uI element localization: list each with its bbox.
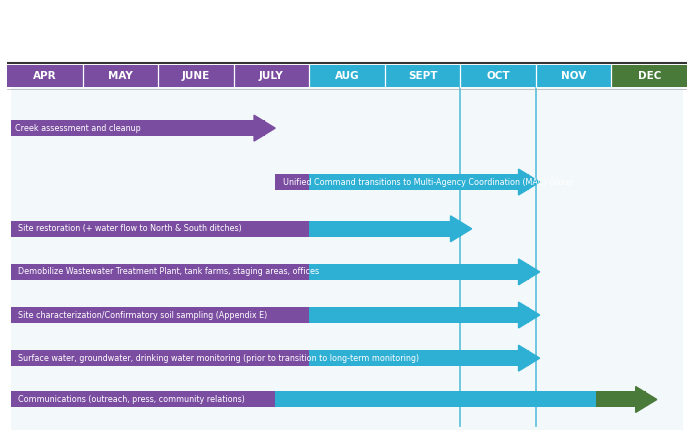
Text: APR: APR bbox=[33, 71, 56, 81]
Text: Surface water, groundwater, drinking water monitoring (prior to transition to lo: Surface water, groundwater, drinking wat… bbox=[18, 353, 419, 363]
Bar bbox=[10, 350, 310, 366]
Polygon shape bbox=[518, 302, 540, 328]
Polygon shape bbox=[518, 345, 540, 371]
Text: Creek assessment and cleanup: Creek assessment and cleanup bbox=[15, 124, 141, 133]
Bar bbox=[310, 65, 611, 87]
Text: AUG: AUG bbox=[335, 71, 359, 81]
Text: Site restoration (+ water flow to North & South ditches): Site restoration (+ water flow to North … bbox=[18, 224, 242, 233]
Polygon shape bbox=[518, 169, 540, 195]
Text: Site characterization/Confirmatory soil sampling (Appendix E): Site characterization/Confirmatory soil … bbox=[18, 311, 267, 320]
Polygon shape bbox=[450, 216, 472, 242]
Text: Unified Command transitions to Multi-Agency Coordination (MAC) Group: Unified Command transitions to Multi-Age… bbox=[282, 177, 573, 187]
Bar bbox=[276, 174, 310, 190]
Text: Communications (outreach, press, community relations): Communications (outreach, press, communi… bbox=[18, 395, 245, 404]
Text: JUNE: JUNE bbox=[182, 71, 210, 81]
Bar bbox=[10, 392, 276, 407]
Text: OCT: OCT bbox=[486, 71, 510, 81]
Text: SEPT: SEPT bbox=[408, 71, 437, 81]
Text: DEC: DEC bbox=[638, 71, 661, 81]
Bar bbox=[10, 264, 310, 280]
FancyBboxPatch shape bbox=[10, 87, 684, 430]
Text: JULY: JULY bbox=[259, 71, 284, 81]
Polygon shape bbox=[518, 259, 540, 285]
Polygon shape bbox=[254, 115, 276, 141]
Bar bbox=[310, 307, 529, 323]
Bar bbox=[276, 392, 596, 407]
Text: Demobilize Wastewater Treatment Plant, tank farms, staging areas, offices: Demobilize Wastewater Treatment Plant, t… bbox=[18, 267, 319, 276]
Text: ESTIMATED 2024 TIMELINE: ESTIMATED 2024 TIMELINE bbox=[95, 0, 599, 2]
Bar bbox=[7, 65, 310, 87]
Bar bbox=[10, 307, 310, 323]
Bar bbox=[310, 221, 461, 237]
Text: MAY: MAY bbox=[108, 71, 133, 81]
Bar bbox=[310, 264, 529, 280]
Bar bbox=[10, 120, 264, 136]
Bar bbox=[10, 221, 310, 237]
Text: NOV: NOV bbox=[561, 71, 586, 81]
Polygon shape bbox=[636, 387, 657, 413]
Bar bbox=[596, 392, 646, 407]
Bar bbox=[310, 174, 529, 190]
Bar bbox=[310, 350, 529, 366]
Bar bbox=[611, 65, 687, 87]
